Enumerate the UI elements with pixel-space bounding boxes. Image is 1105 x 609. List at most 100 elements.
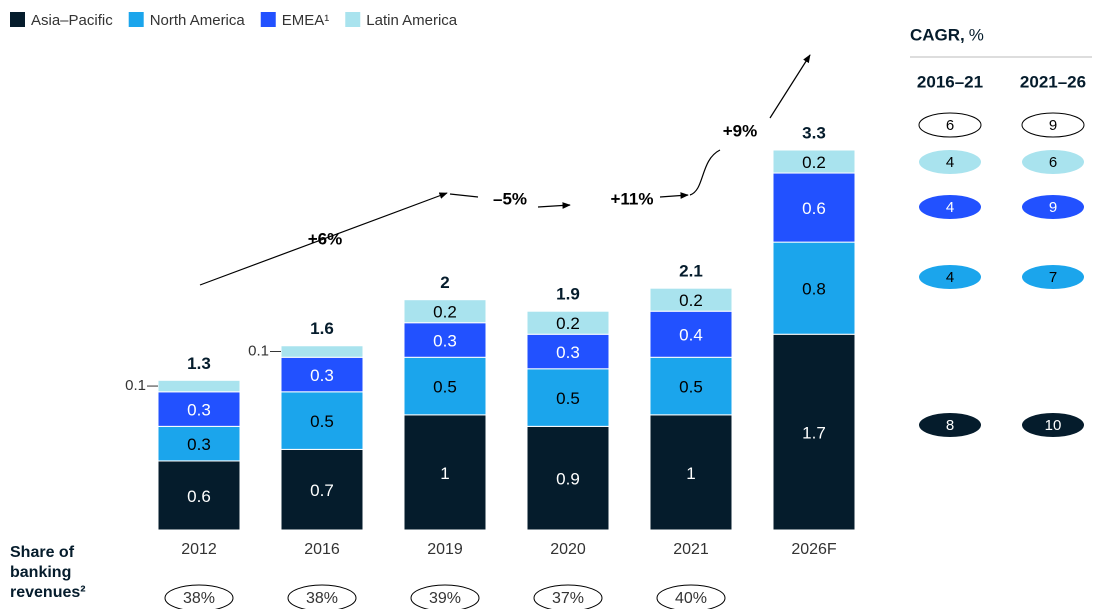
legend-label: North America: [150, 12, 246, 29]
legend-swatch: [345, 12, 361, 27]
cagr-value: 9: [1049, 117, 1057, 134]
segment-label: 0.5: [556, 389, 580, 408]
total-label: 1.3: [187, 354, 211, 373]
bar-segment: [403, 322, 487, 358]
bar-segment: [649, 356, 733, 416]
bar-segment: [157, 425, 241, 462]
segment-label: 0.3: [310, 366, 334, 385]
cagr-value: 6: [946, 117, 954, 134]
segment-label: 0.5: [679, 378, 703, 397]
segment-label: 0.4: [679, 326, 703, 345]
segment-label: 0.3: [433, 331, 457, 350]
total-label: 2: [440, 273, 449, 292]
cagr-column: 2016–21: [917, 72, 983, 91]
segment-label: 0.1: [125, 377, 146, 394]
segment-label: 0.3: [187, 401, 211, 420]
growth-annotation: +9%: [723, 121, 758, 140]
bar-segment: [403, 356, 487, 416]
cagr-oval: [919, 195, 981, 219]
bar-segment: [649, 414, 733, 531]
share-label-value: 40%: [675, 590, 707, 607]
cagr-unit: %: [969, 25, 984, 44]
cagr-oval: [918, 112, 982, 138]
x-tick-label: 2012: [181, 541, 217, 558]
share-oval: [287, 584, 357, 609]
growth-arrows: [199, 55, 810, 286]
bar-segment: [772, 149, 856, 174]
segment-label: 0.9: [556, 470, 580, 489]
segment-label: 0.2: [433, 303, 457, 322]
share-oval: [410, 584, 480, 609]
segment-label: 0.8: [802, 280, 826, 299]
segment-label: 0.3: [556, 343, 580, 362]
x-tick-label: 2021: [673, 541, 709, 558]
bar-segment: [772, 333, 856, 531]
bar-segment: [157, 460, 241, 531]
legend-label: EMEA¹: [282, 12, 330, 29]
legend-swatch: [10, 12, 25, 27]
growth-annotation: –5%: [493, 189, 527, 208]
bar-segment: [649, 310, 733, 358]
bar-segment: [403, 414, 487, 531]
segment-label: 0.1: [248, 342, 269, 359]
x-tick-label: 2020: [550, 541, 586, 558]
bar-segment: [280, 345, 364, 358]
cagr-value: 4: [946, 269, 954, 286]
total-label: 1.9: [556, 285, 580, 304]
segment-label: 0.3: [187, 435, 211, 454]
bar-segment: [526, 333, 610, 370]
cagr-value: 7: [1049, 269, 1057, 286]
bar-segment: [772, 241, 856, 335]
cagr-oval: [1022, 265, 1084, 289]
share-label-value: 37%: [552, 590, 584, 607]
share-oval: [164, 584, 234, 609]
arrow: [449, 193, 479, 198]
total-label: 3.3: [802, 123, 826, 142]
share-oval: [533, 584, 603, 609]
segment-label: 0.7: [310, 481, 334, 500]
share-label-value: 39%: [429, 590, 461, 607]
growth-annotation: +11%: [610, 189, 653, 208]
cagr-column: 2021–26: [1020, 72, 1086, 91]
segment-label: 0.6: [802, 199, 826, 218]
legend-label: Latin America: [366, 12, 458, 29]
segment-label: 1.7: [802, 424, 826, 443]
total-label: 2.1: [679, 262, 703, 281]
share-label: Share of banking revenues²: [10, 544, 86, 601]
share-oval: [656, 584, 726, 609]
legend-label: Asia–Pacific: [31, 12, 113, 29]
x-tick-label: 2026F: [791, 541, 837, 558]
cagr-value: 4: [946, 199, 954, 216]
cagr-oval: [919, 265, 981, 289]
cagr-value: 6: [1049, 154, 1057, 171]
bar-segment: [526, 310, 610, 335]
arrow: [199, 192, 448, 286]
legend-swatch: [260, 12, 276, 27]
cagr-oval: [919, 413, 981, 437]
x-tick-label: 2016: [304, 541, 340, 558]
share-label-value: 38%: [306, 590, 338, 607]
bar-segment: [280, 356, 364, 393]
x-tick-label: 2019: [427, 541, 463, 558]
cagr-oval: [919, 150, 981, 174]
cagr-value: 8: [946, 417, 954, 434]
segment-label: 0.2: [802, 153, 826, 172]
cagr-oval: [1022, 195, 1084, 219]
segment-label: 0.6: [187, 487, 211, 506]
bar-segment: [526, 425, 610, 531]
segment-label: 0.2: [556, 314, 580, 333]
cagr-oval: [1021, 112, 1085, 138]
bar-segment: [772, 172, 856, 243]
bar-segment: [403, 299, 487, 324]
segment-label: 0.2: [679, 291, 703, 310]
cagr-oval: [1022, 150, 1084, 174]
growth-annotation: +6%: [308, 229, 343, 248]
cagr-value: 10: [1045, 417, 1062, 434]
cagr-value: 4: [946, 154, 954, 171]
arrow: [659, 192, 689, 199]
bar-segment: [649, 287, 733, 312]
segment-label: 1: [686, 464, 695, 483]
segment-label: 0.5: [433, 378, 457, 397]
cagr-oval: [1022, 413, 1084, 437]
